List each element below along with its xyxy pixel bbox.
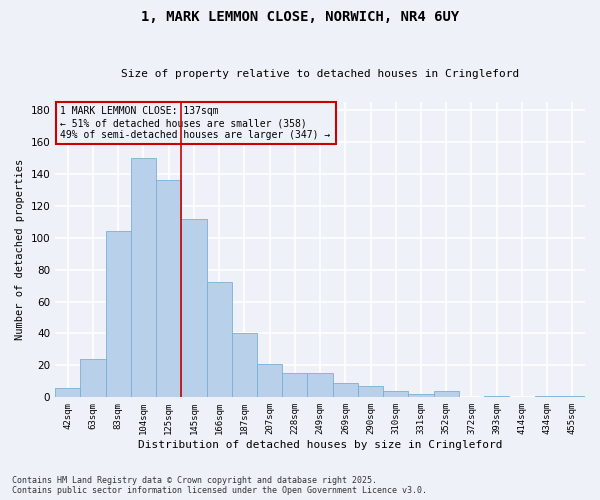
Bar (181, 218, 206, 398)
Bar (206, 282, 232, 398)
Bar (282, 374, 307, 398)
Bar (535, 396, 560, 398)
Bar (156, 180, 181, 398)
Text: 1, MARK LEMMON CLOSE, NORWICH, NR4 6UY: 1, MARK LEMMON CLOSE, NORWICH, NR4 6UY (141, 10, 459, 24)
Bar (409, 394, 434, 398)
Bar (560, 396, 585, 398)
Bar (383, 391, 409, 398)
Bar (358, 386, 383, 398)
Title: Size of property relative to detached houses in Cringleford: Size of property relative to detached ho… (121, 69, 519, 79)
Text: 1 MARK LEMMON CLOSE: 137sqm
← 51% of detached houses are smaller (358)
49% of se: 1 MARK LEMMON CLOSE: 137sqm ← 51% of det… (61, 106, 331, 140)
Y-axis label: Number of detached properties: Number of detached properties (15, 159, 25, 340)
Bar (55, 388, 80, 398)
Bar (434, 391, 459, 398)
Bar (80, 359, 106, 398)
Text: Contains HM Land Registry data © Crown copyright and database right 2025.
Contai: Contains HM Land Registry data © Crown c… (12, 476, 427, 495)
Bar (484, 396, 509, 398)
Bar (257, 364, 282, 398)
Bar (332, 383, 358, 398)
X-axis label: Distribution of detached houses by size in Cringleford: Distribution of detached houses by size … (138, 440, 502, 450)
Bar (131, 158, 156, 398)
Bar (106, 232, 131, 398)
Bar (232, 334, 257, 398)
Bar (307, 374, 332, 398)
